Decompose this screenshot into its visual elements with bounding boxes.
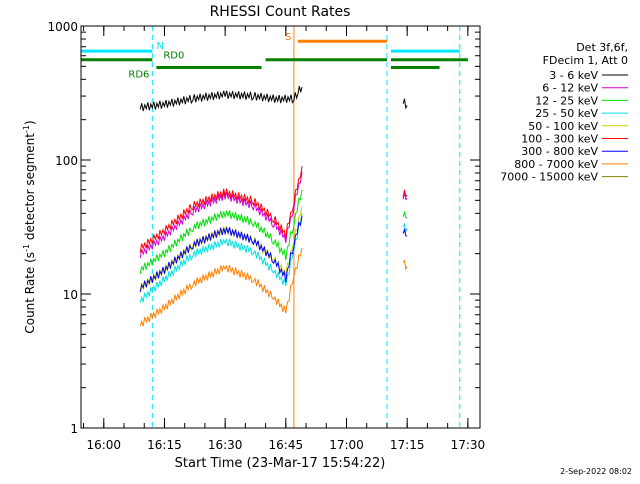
y-axis-label: Count Rate (s-1 detector segment-1) [22,120,37,333]
footer-timestamp: 2-Sep-2022 08:02 [560,467,632,476]
series-line-0-1 [402,98,408,110]
x-tick-label-6: 17:30 [451,438,486,452]
flag-bars: N S RD0 RD6 [81,32,468,81]
legend-header-1: FDecim 1, Att 0 [543,54,628,67]
series-line-2-0 [139,189,303,275]
flag-label-rd0: RD0 [163,51,184,62]
y-axis-label-end: ) [23,120,37,125]
legend-entry-0: 3 - 6 keV [549,69,598,82]
y-axis-label-sup2: -1 [22,125,31,133]
legend-entry-1: 6 - 12 keV [542,82,598,95]
x-axis-label: Start Time (23-Mar-17 15:54:22) [175,456,386,471]
legend-entry-6: 300 - 800 keV [521,145,598,158]
x-tick-label-0: 16:00 [86,438,121,452]
x-tick-label-5: 17:15 [390,438,425,452]
legend-entry-3: 25 - 50 keV [535,107,598,120]
series-line-7-0 [139,247,303,327]
flag-label-n: N [156,41,163,52]
x-tick-label-2: 16:30 [208,438,243,452]
series-line-7-1 [402,259,408,271]
y-tick-label-3: 1000 [47,20,78,34]
legend-entry-4: 50 - 100 keV [528,120,598,133]
series-line-1-0 [139,171,303,259]
legend-header-0: Det 3f,6f, [576,41,628,54]
legend-entry-8: 7000 - 15000 keV [500,171,598,184]
y-axis-label-mid: detector segment [23,133,37,244]
series-line-0-0 [139,85,303,112]
plot-frame [80,25,481,429]
y-tick-label-1: 10 [63,288,78,302]
y-axis-label-sup1: -1 [22,244,31,252]
x-axis: 16:00 16:15 16:30 16:45 17:00 17:15 17:30 [83,26,486,452]
series-line-2-1 [402,210,408,219]
series-line-5-1 [402,189,408,198]
x-tick-label-3: 16:45 [269,438,304,452]
x-tick-label-1: 16:15 [147,438,182,452]
y-axis: 1 10 100 1000 [47,20,480,436]
y-axis-label-main: Count Rate (s [23,252,37,334]
flag-label-rd6: RD6 [128,70,149,81]
y-tick-label-0: 1 [70,422,78,436]
series-line-3-0 [139,213,303,303]
legend-entry-7: 800 - 7000 keV [514,158,598,171]
y-tick-label-2: 100 [55,154,78,168]
series-line-6-1 [402,227,408,237]
legend-entry-2: 12 - 25 keV [535,94,598,107]
flag-label-s: S [285,32,291,43]
series-line-3-1 [402,222,408,234]
series-line-6-0 [139,216,303,293]
x-tick-label-4: 17:00 [329,438,364,452]
legend-entry-5: 100 - 300 keV [521,133,598,146]
chart-title: RHESSI Count Rates [210,4,351,20]
series-lines [139,85,408,327]
series-line-5-0 [139,166,303,253]
